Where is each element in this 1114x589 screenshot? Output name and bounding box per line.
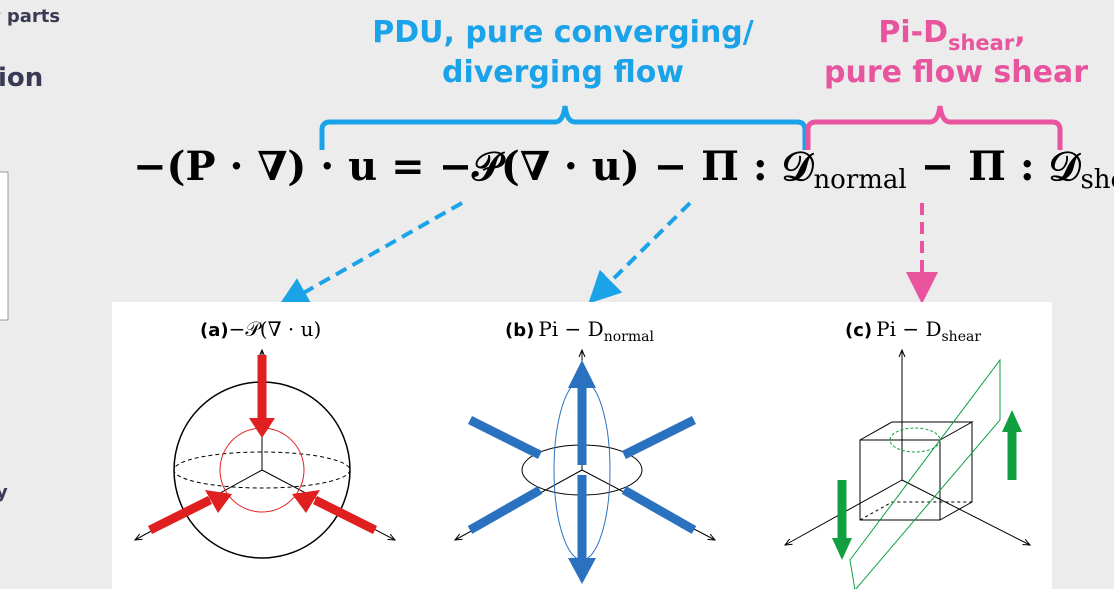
fragment: y <box>0 482 8 503</box>
text-part: shear <box>948 31 1015 55</box>
side-panel <box>0 172 8 320</box>
text-part: −(P · ∇) · u = −𝒫(∇ · u) − Π : 𝒟 <box>133 143 815 190</box>
fragment: ion <box>0 63 43 93</box>
text-part: Pi − D <box>876 317 941 341</box>
brace-label: PDU, pure converging/ <box>372 15 754 50</box>
text-part: (a) <box>200 320 229 341</box>
text-part: , <box>1014 15 1025 50</box>
brace-label: pure flow shear <box>824 55 1088 90</box>
text-part: (c) <box>845 320 872 341</box>
page: {"slide": { "left_fragments": ["t parts"… <box>0 0 1114 589</box>
text-part: − Π : 𝒟 <box>907 143 1082 190</box>
arrow <box>594 203 690 298</box>
equation: −(P · ∇) · u = −𝒫(∇ · u) − Π : 𝒟normal −… <box>133 143 1114 195</box>
panel-label: (a)−𝒫(∇ · u) <box>200 317 321 341</box>
arrow <box>284 203 462 304</box>
brace-label: diverging flow <box>442 55 684 90</box>
text-part: (b) <box>505 320 534 341</box>
text-part: normal <box>604 329 655 345</box>
slide: t parts ion y PDU, pure converging/ dive… <box>0 0 1114 589</box>
fragment: t parts <box>0 6 60 27</box>
text-part: normal <box>813 165 906 195</box>
text-part: −𝒫(∇ · u) <box>229 317 322 341</box>
text-part: Pi − D <box>538 317 603 341</box>
text-part: shear <box>942 329 982 345</box>
text-part: shear <box>1080 165 1114 195</box>
brace-label: Pi-Dshear, <box>878 15 1025 55</box>
text-part: Pi-D <box>878 15 948 50</box>
